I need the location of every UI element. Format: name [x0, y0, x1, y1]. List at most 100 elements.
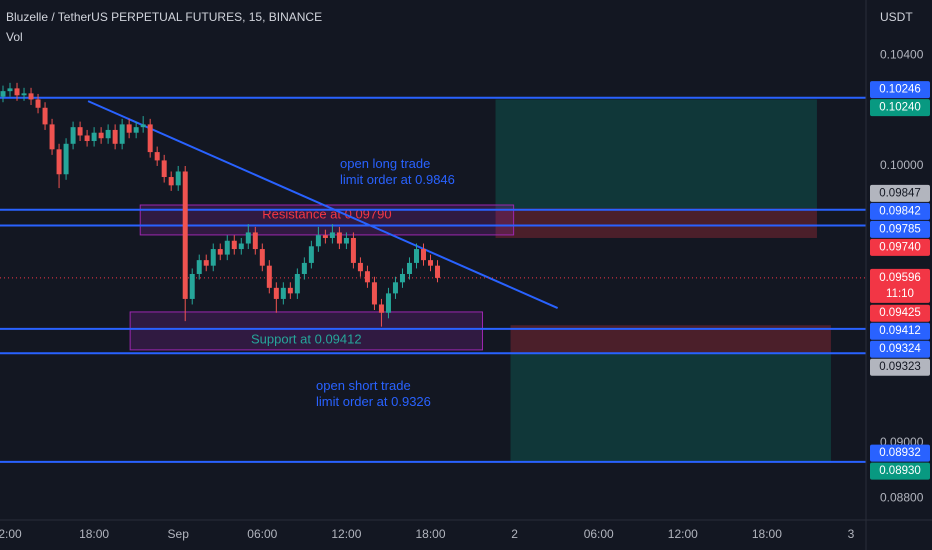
price-badge: [870, 444, 930, 462]
candle-body: [231, 240, 237, 250]
x-tick-label: 06:00: [584, 527, 614, 541]
x-tick-label: 18:00: [79, 527, 109, 541]
price-badge-label: 0.08932: [879, 447, 921, 459]
candle-body: [294, 273, 300, 294]
price-badge-label: 0.09842: [879, 205, 921, 217]
candle-body: [35, 99, 41, 108]
annotation-line: limit order at 0.9846: [340, 172, 455, 187]
volume-label: Vol: [6, 30, 23, 44]
trendline: [87, 100, 559, 309]
x-tick-label: 2:00: [0, 527, 22, 541]
annotation-line: open short trade: [316, 378, 411, 393]
candle-body: [399, 273, 405, 283]
price-badge: [870, 340, 930, 358]
x-tick-label: 12:00: [668, 527, 698, 541]
candle-body: [7, 88, 13, 92]
candle-body: [70, 127, 76, 144]
candle-body: [259, 249, 265, 266]
candle-body: [210, 249, 216, 266]
candle-body: [238, 243, 244, 250]
candle-body: [98, 132, 104, 139]
candle-body: [0, 91, 6, 97]
price-badge: [870, 81, 930, 99]
candle-body: [308, 246, 314, 263]
candle-body: [196, 260, 202, 274]
price-badge-label: 0.09785: [879, 223, 921, 235]
candle-body: [350, 237, 356, 263]
annotation: open short trade limit order at 0.9326: [316, 378, 431, 409]
x-tick-label: 06:00: [247, 527, 277, 541]
candle-body: [175, 171, 181, 186]
price-badge-label: 0.08930: [879, 465, 921, 477]
x-tick-label: Sep: [168, 527, 190, 541]
candle-body: [147, 124, 153, 153]
candle-body: [428, 260, 434, 266]
stop-zone: [495, 208, 817, 238]
candle-body: [77, 127, 83, 136]
chart-title: Bluzelle / TetherUS PERPETUAL FUTURES, 1…: [6, 10, 322, 24]
price-badge-label: 0.09847: [879, 187, 921, 199]
zone-label: Resistance at 0.09790: [262, 206, 391, 221]
candle-body: [182, 171, 188, 299]
price-badge: [870, 238, 930, 256]
price-badge: [870, 202, 930, 220]
candle-body: [203, 260, 209, 266]
candle-body: [49, 124, 55, 150]
y-tick-label: 0.10400: [880, 47, 924, 61]
candle-body: [357, 262, 363, 272]
candle-body: [315, 235, 321, 247]
candle-body: [301, 262, 307, 274]
candle-body: [105, 129, 111, 139]
price-badge-label: 0.09740: [879, 241, 921, 253]
candle-body: [224, 240, 230, 255]
price-badge-label: 0.09412: [879, 325, 921, 337]
candle-body: [245, 232, 251, 244]
candle-body: [392, 282, 398, 294]
price-badge: [870, 99, 930, 117]
candle-body: [252, 232, 258, 250]
candle-body: [168, 177, 174, 186]
price-badge: [870, 462, 930, 480]
candle-body: [435, 265, 441, 278]
price-badge: [870, 304, 930, 322]
x-tick-label: 18:00: [415, 527, 445, 541]
zone-label: Support at 0.09412: [251, 331, 362, 346]
plot-area: Resistance at 0.09790 Support at 0.09412: [0, 82, 866, 463]
target-zone: [510, 353, 831, 463]
price-badge-label: 0.10240: [879, 102, 921, 114]
candle-body: [273, 287, 279, 299]
candle-body: [322, 235, 328, 238]
candle-body: [280, 287, 286, 299]
candle-body: [119, 124, 125, 144]
candle-body: [42, 107, 48, 125]
candle-body: [189, 273, 195, 299]
candle-body: [385, 293, 391, 313]
x-tick-label: 12:00: [331, 527, 361, 541]
candle-body: [329, 232, 335, 238]
candle-body: [154, 152, 160, 161]
y-tick-label: 0.08800: [880, 491, 924, 505]
candle-body: [56, 149, 62, 175]
candle-body: [371, 282, 377, 305]
price-badge-label: 0.09425: [879, 307, 921, 319]
annotation: open long trade limit order at 0.9846: [340, 156, 455, 187]
price-badge: [870, 220, 930, 238]
candle-body: [217, 249, 223, 255]
price-badge-label: 0.10246: [879, 84, 921, 96]
price-badge: [870, 358, 930, 376]
price-badge-label: 0.09324: [879, 343, 921, 355]
zone-box: [129, 311, 484, 351]
candle-body: [133, 127, 139, 133]
candle-body: [21, 93, 27, 96]
stop-zone: [510, 325, 831, 354]
candle-body: [63, 143, 69, 175]
price-badge-label: 0.09323: [879, 361, 921, 373]
candle-body: [126, 124, 132, 133]
candle-body: [84, 135, 90, 142]
countdown-label: 11:10: [886, 288, 914, 300]
candle-body: [343, 237, 349, 244]
candle-body: [266, 265, 272, 288]
candle-body: [378, 304, 384, 313]
candle-body: [112, 129, 118, 144]
candle-body: [287, 287, 293, 294]
